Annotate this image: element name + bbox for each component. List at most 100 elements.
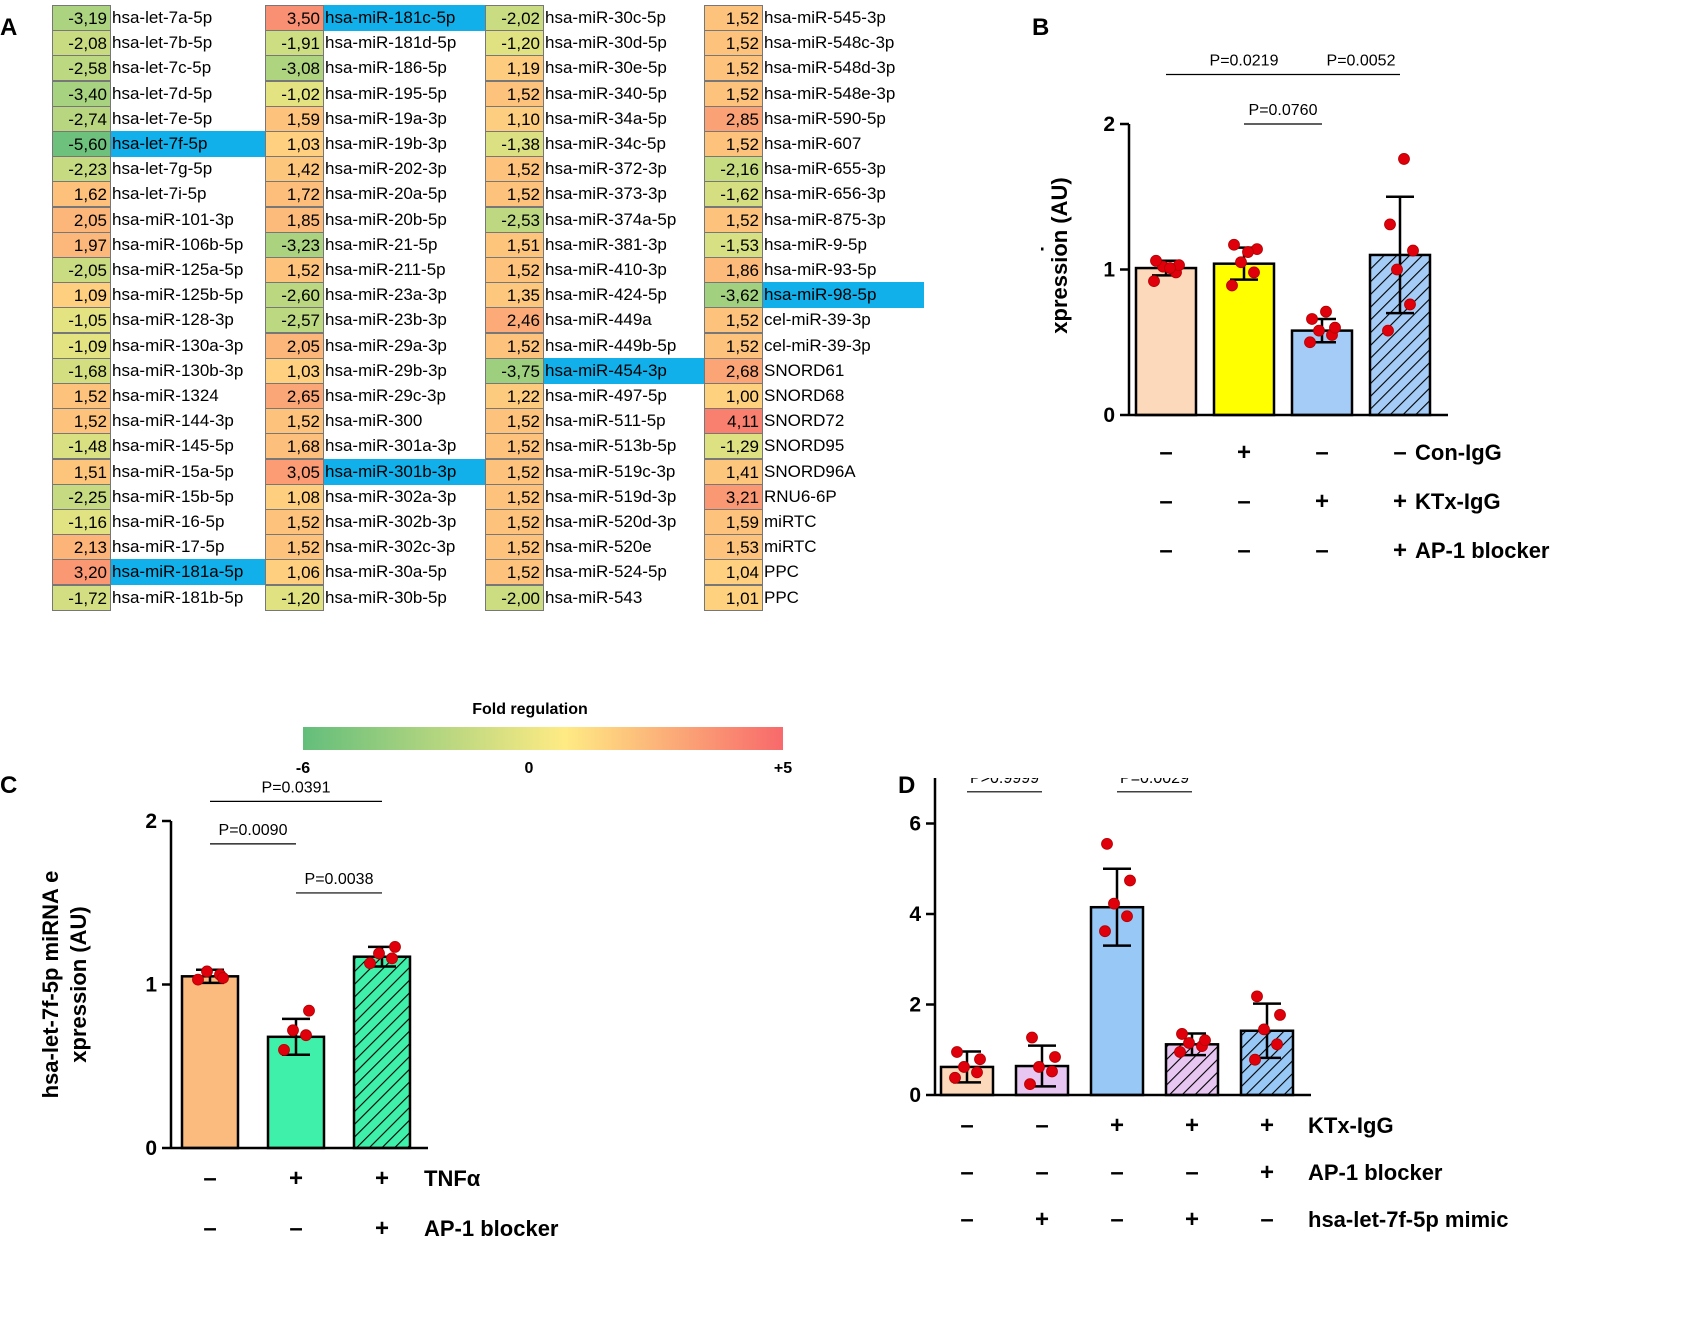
data-point [1033, 1061, 1045, 1073]
heatmap-row: 1,52 hsa-miR-548d-3p [704, 55, 1004, 82]
heatmap-label: hsa-miR-202-3p [325, 159, 447, 179]
heatmap-label: hsa-miR-301b-3p [324, 458, 485, 485]
heatmap-label: SNORD95 [764, 436, 845, 456]
data-point [217, 972, 229, 984]
heatmap-row: 1,41 SNORD96A [704, 458, 1004, 486]
heatmap-label: hsa-miR-181a-5p [111, 559, 277, 586]
heatmap-row: 1,03 hsa-miR-29b-3p [265, 357, 565, 385]
heatmap-row: -2,74 hsa-let-7e-5p [52, 105, 352, 133]
heatmap-label: hsa-miR-23b-3p [325, 310, 447, 330]
heatmap-row: 1,52 hsa-miR-144-3p [52, 408, 352, 435]
data-point [1248, 266, 1260, 279]
data-point [1049, 1051, 1061, 1063]
heatmap-label: hsa-miR-410-3p [545, 260, 667, 279]
heatmap-row: -3,23 hsa-miR-21-5p [265, 231, 565, 259]
heatmap-label: hsa-miR-497-5p [545, 386, 667, 405]
heatmap-value-cell: 3,20 [52, 559, 111, 586]
heatmap-value-cell: 2,46 [485, 307, 544, 334]
data-point [1121, 910, 1133, 923]
p-value-label: P=0.0029 [1120, 778, 1189, 787]
heatmap-row: -2,08 hsa-let-7b-5p [52, 30, 352, 57]
data-point [951, 1046, 963, 1058]
heatmap-label: hsa-miR-373-3p [545, 184, 667, 204]
heatmap-value-cell: 4,11 [704, 408, 763, 435]
data-point [1274, 1009, 1286, 1021]
heatmap-row: -5,60 hsa-let-7f-5p [52, 131, 352, 158]
heatmap-label: hsa-miR-449b-5p [545, 335, 677, 355]
data-point [971, 1066, 983, 1079]
condition-sign: – [1315, 537, 1328, 564]
heatmap-label: hsa-miR-520d-3p [545, 512, 677, 531]
heatmap-row: 1,62 hsa-let-7i-5p [52, 181, 352, 208]
heatmap-label: hsa-miR-20a-5p [325, 184, 447, 204]
heatmap-value-cell: 1,52 [485, 433, 544, 460]
heatmap-value-cell: 1,22 [485, 383, 544, 409]
heatmap-row: 4,11 SNORD72 [704, 408, 1004, 435]
data-point [1226, 279, 1238, 292]
data-point [949, 1071, 961, 1084]
heatmap-label: SNORD96A [764, 461, 856, 481]
heatmap-value-cell: 1,68 [265, 433, 324, 460]
heatmap-value-cell: 1,52 [265, 408, 324, 435]
heatmap-value-cell: -2,23 [52, 156, 111, 183]
heatmap-row: 1,22 hsa-miR-497-5p [485, 383, 785, 410]
heatmap-label: hsa-miR-181c-5p [324, 5, 485, 31]
heatmap-value-cell: -2,25 [52, 483, 111, 510]
condition-sign: – [960, 1112, 973, 1139]
heatmap-row: -2,00 hsa-miR-543 [485, 584, 785, 612]
data-point [1242, 246, 1254, 258]
heatmap-value-cell: -1,20 [265, 584, 324, 611]
condition-sign: + [1110, 1112, 1124, 1139]
data-point [1407, 244, 1419, 257]
heatmap-value-cell: 1,52 [485, 408, 544, 435]
heatmap-row: 1,09 hsa-miR-125b-5p [52, 282, 352, 309]
heatmap-row: 1,85 hsa-miR-20b-5p [265, 206, 565, 234]
bar [180, 975, 240, 1150]
bar [1212, 262, 1276, 417]
heatmap-value-cell: 1,51 [485, 231, 544, 258]
heatmap-value-cell: 1,52 [704, 206, 763, 233]
heatmap-label: hsa-miR-513b-5p [545, 436, 677, 456]
heatmap-value-cell: 1,42 [265, 156, 324, 183]
heatmap-label: hsa-miR-30e-5p [545, 58, 667, 78]
heatmap-row: -1,38 hsa-miR-34c-5p [485, 131, 785, 158]
condition-sign: + [1393, 537, 1407, 564]
heatmap-row: 1,08 hsa-miR-302a-3p [265, 483, 565, 511]
heatmap-value-cell: 2,13 [52, 534, 111, 561]
y-tick-label: 0 [909, 1084, 921, 1107]
heatmap-value-cell: -1,09 [52, 332, 111, 359]
heatmap-value-cell: 1,52 [704, 307, 763, 334]
heatmap-row: -1,68 hsa-miR-130b-3p [52, 357, 352, 385]
condition-label: hsa-let-7f-5p mimic [1308, 1207, 1509, 1232]
heatmap-value-cell: 1,00 [704, 383, 763, 409]
heatmap-row: 3,05 hsa-miR-301b-3p [265, 458, 565, 486]
condition-sign: + [1237, 439, 1251, 466]
heatmap-label: hsa-miR-548e-3p [764, 83, 896, 103]
heatmap-value-cell: 1,52 [485, 509, 544, 535]
condition-sign: + [1260, 1112, 1274, 1139]
heatmap-label: hsa-miR-543 [545, 587, 643, 607]
heatmap-row: -2,16 hsa-miR-655-3p [704, 156, 1004, 183]
heatmap-label: hsa-miR-519c-3p [545, 461, 676, 481]
data-point [1183, 1037, 1195, 1049]
heatmap-row: 1,00 SNORD68 [704, 383, 1004, 410]
data-point [1164, 262, 1176, 274]
heatmap-label: hsa-miR-520e [545, 537, 652, 557]
heatmap-value-cell: -1,62 [704, 181, 763, 208]
condition-sign: – [1260, 1206, 1273, 1233]
bar [1290, 329, 1354, 417]
heatmap-label: hsa-miR-454-3p [544, 357, 705, 384]
data-point [1249, 1053, 1261, 1066]
heatmap-label: hsa-let-7i-5p [112, 184, 207, 204]
heatmap-label: hsa-miR-424-5p [545, 285, 667, 305]
heatmap-row: -2,25 hsa-miR-15b-5p [52, 483, 352, 511]
heatmap-value-cell: -3,08 [265, 55, 324, 82]
condition-label: AP-1 blocker [424, 1216, 559, 1241]
heatmap-value-cell: 1,53 [704, 534, 763, 561]
condition-label: AP-1 blocker [1308, 1160, 1443, 1185]
heatmap-row: -1,29 SNORD95 [704, 433, 1004, 460]
heatmap-label: hsa-miR-98-5p [763, 282, 924, 309]
heatmap-row: 1,53 miRTC [704, 534, 1004, 561]
heatmap-value-cell: -1,16 [52, 509, 111, 535]
